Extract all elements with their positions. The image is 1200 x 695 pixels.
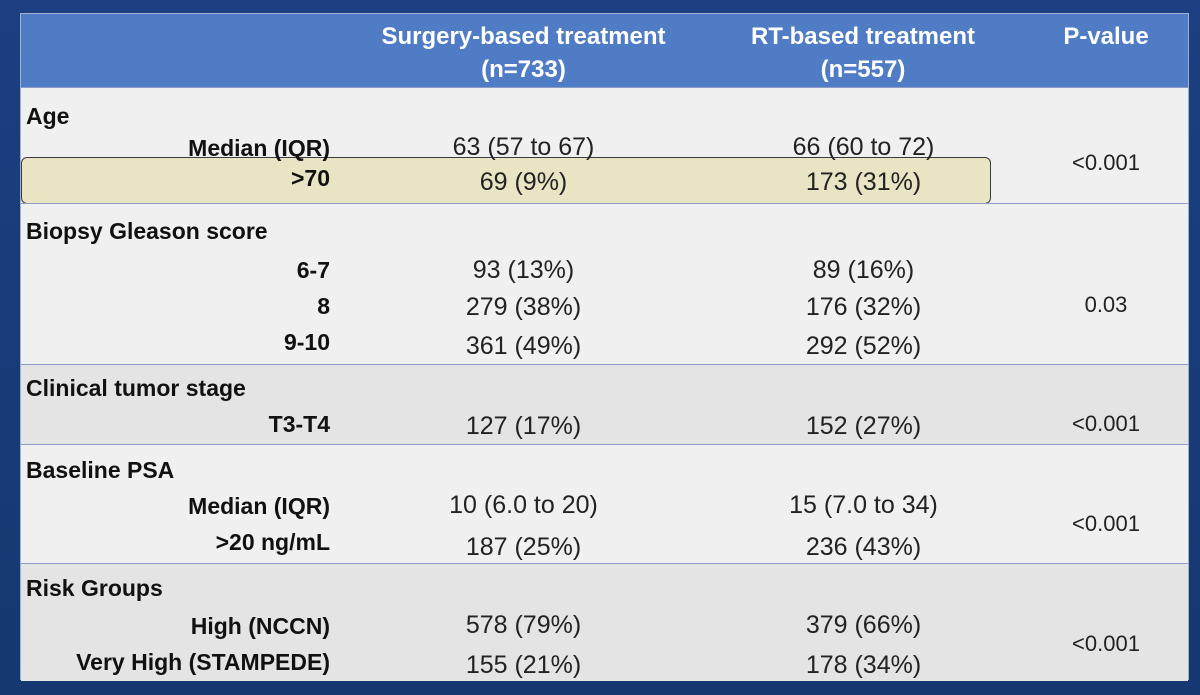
- highlight-box: [21, 157, 991, 204]
- section-stage: Clinical tumor stage T3-T4 127 (17%) 152…: [21, 364, 1188, 444]
- rt-value: 89 (16%): [812, 256, 915, 284]
- surgery-value: 279 (38%): [465, 293, 582, 321]
- baseline-characteristics-table: Surgery-based treatment (n=733) RT-based…: [20, 13, 1189, 681]
- surgery-value: 187 (25%): [465, 533, 582, 561]
- section-age: Age Median (IQR) 63 (57 to 67) 66 (60 to…: [21, 87, 1188, 204]
- row-label: 6-7: [296, 257, 330, 283]
- row-label: High (NCCN): [190, 613, 330, 639]
- row-label: Median (IQR): [188, 493, 330, 519]
- header-rt-n: (n=557): [820, 56, 906, 83]
- section-gleason: Biopsy Gleason score 6-7 93 (13%) 89 (16…: [21, 203, 1188, 364]
- p-value: <0.001: [1072, 411, 1140, 436]
- section-title: Biopsy Gleason score: [26, 218, 268, 244]
- row-label: 9-10: [283, 329, 330, 355]
- rt-value: 173 (31%): [805, 168, 922, 196]
- rt-value: 178 (34%): [805, 651, 922, 679]
- header-rt-title: RT-based treatment: [750, 23, 976, 50]
- surgery-value: 361 (49%): [465, 332, 582, 360]
- rt-value: 152 (27%): [805, 412, 922, 440]
- surgery-value: 93 (13%): [472, 256, 575, 284]
- table-header: Surgery-based treatment (n=733) RT-based…: [21, 14, 1188, 87]
- surgery-value: 127 (17%): [465, 412, 582, 440]
- header-rt: RT-based treatment (n=557): [693, 20, 1033, 86]
- section-title: Clinical tumor stage: [26, 375, 246, 401]
- surgery-value: 63 (57 to 67): [452, 133, 595, 161]
- row-label: >70: [290, 165, 330, 191]
- rt-value: 379 (66%): [805, 611, 922, 639]
- section-title: Baseline PSA: [26, 457, 175, 483]
- row-label: 8: [317, 293, 330, 319]
- surgery-value: 69 (9%): [479, 168, 568, 196]
- surgery-value: 578 (79%): [465, 611, 582, 639]
- header-pvalue-title: P-value: [1063, 23, 1149, 50]
- header-pvalue: P-value: [1031, 20, 1181, 53]
- section-title: Risk Groups: [26, 575, 163, 601]
- rt-value: 176 (32%): [805, 293, 922, 321]
- surgery-value: 155 (21%): [465, 651, 582, 679]
- header-surgery-title: Surgery-based treatment: [381, 23, 666, 50]
- rt-value: 236 (43%): [805, 533, 922, 561]
- header-surgery-n: (n=733): [481, 56, 566, 83]
- section-psa: Baseline PSA Median (IQR) 10 (6.0 to 20)…: [21, 444, 1188, 563]
- row-label: T3-T4: [268, 411, 330, 437]
- header-surgery: Surgery-based treatment (n=733): [351, 20, 696, 86]
- rt-value: 292 (52%): [805, 332, 922, 360]
- surgery-value: 10 (6.0 to 20): [449, 491, 598, 519]
- row-label: Median (IQR): [188, 135, 330, 161]
- section-risk: Risk Groups High (NCCN) 578 (79%) 379 (6…: [21, 563, 1188, 681]
- p-value: <0.001: [1072, 631, 1140, 656]
- p-value: <0.001: [1072, 150, 1140, 175]
- row-label: >20 ng/mL: [215, 529, 330, 555]
- p-value: 0.03: [1084, 292, 1128, 317]
- section-title: Age: [26, 103, 70, 129]
- rt-value: 66 (60 to 72): [792, 133, 935, 161]
- rt-value: 15 (7.0 to 34): [789, 491, 938, 519]
- p-value: <0.001: [1072, 511, 1140, 536]
- row-label: Very High (STAMPEDE): [76, 649, 330, 675]
